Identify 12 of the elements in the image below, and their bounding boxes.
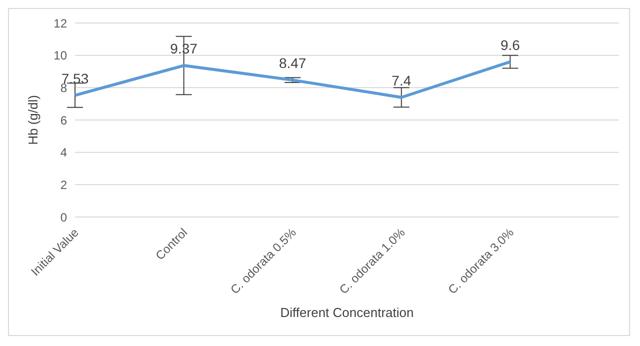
y-tick-label: 2 [60,178,68,192]
data-label: 7.4 [392,72,412,88]
y-tick-label: 0 [60,210,68,224]
data-label: 9.6 [500,36,520,53]
data-label: 8.47 [278,55,306,72]
y-tick-label: 10 [54,48,68,63]
y-tick-label: 6 [60,113,68,128]
x-axis-title: Different Concentration [280,305,414,320]
y-tick-label: 8 [60,80,68,95]
y-tick-label: 4 [60,146,68,160]
y-axis-title: Hb (g/dl) [26,95,41,145]
y-tick-label: 12 [54,16,68,30]
